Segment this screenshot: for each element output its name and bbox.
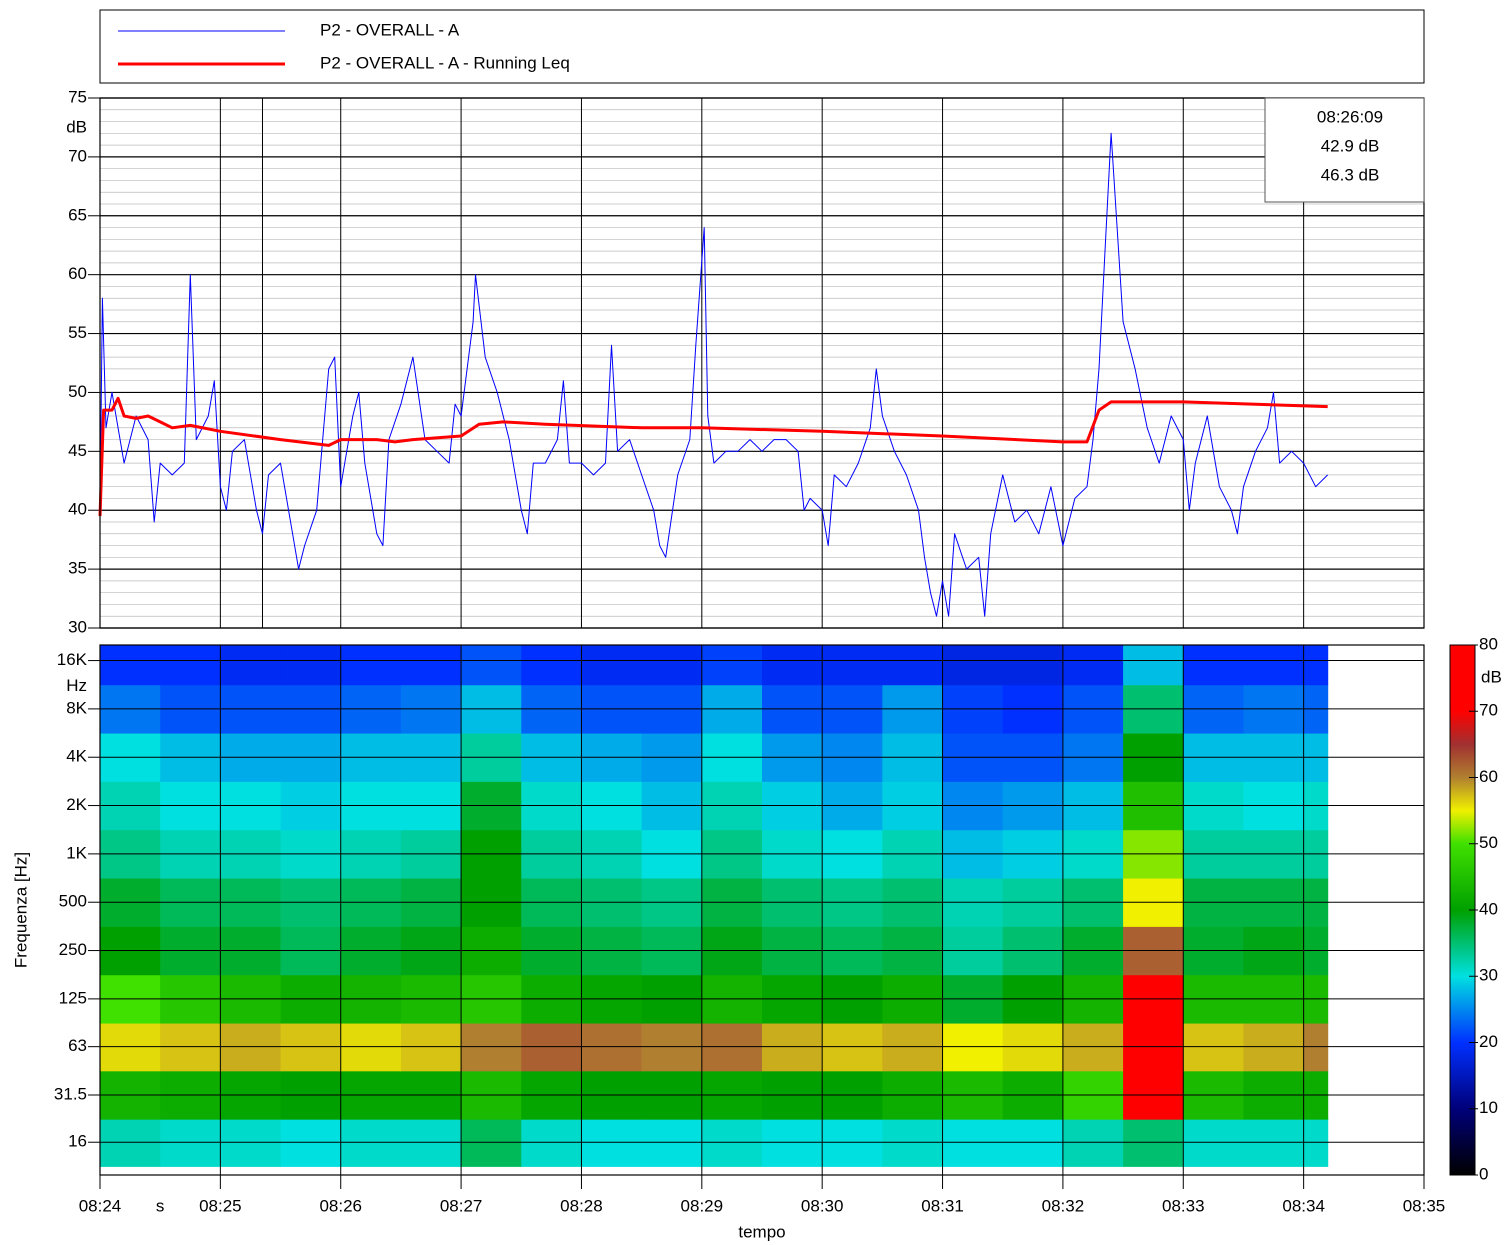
y-tick-label: 8K xyxy=(66,698,87,717)
heatmap-cell xyxy=(160,645,221,685)
x-tick-label: 08:35 xyxy=(1403,1196,1446,1215)
x-axis-label: tempo xyxy=(738,1222,785,1241)
legend-box xyxy=(100,10,1424,83)
x-tick-label: 08:25 xyxy=(199,1196,242,1215)
x-tick-label: 08:24 xyxy=(79,1196,122,1215)
x-tick-label: 08:33 xyxy=(1162,1196,1205,1215)
y-tick-label: 4K xyxy=(66,747,87,766)
y-tick-label: 1K xyxy=(66,843,87,862)
y-tick-label: 16 xyxy=(68,1132,87,1151)
readout-value: 42.9 dB xyxy=(1321,136,1380,155)
heatmap-cell xyxy=(341,645,402,685)
colorbar-label: 0 xyxy=(1479,1164,1488,1183)
colorbar-label: 70 xyxy=(1479,701,1498,720)
heatmap-cell xyxy=(762,645,823,685)
legend-label: P2 - OVERALL - A - Running Leq xyxy=(320,53,570,72)
legend-label: P2 - OVERALL - A xyxy=(320,20,460,39)
heatmap-cell xyxy=(943,645,1004,685)
heatmap-cell xyxy=(1063,645,1124,685)
heatmap-cell xyxy=(100,645,161,685)
y-tick-label: 35 xyxy=(68,559,87,578)
y-tick-label: 50 xyxy=(68,382,87,401)
heatmap-cell xyxy=(281,645,342,685)
x-tick-label: 08:34 xyxy=(1282,1196,1325,1215)
colorbar-label: 30 xyxy=(1479,966,1498,985)
colorbar-label: 50 xyxy=(1479,833,1498,852)
colorbar-label: 60 xyxy=(1479,767,1498,786)
x-tick-label: 08:29 xyxy=(681,1196,724,1215)
heatmap-cell xyxy=(882,645,943,685)
x-tick-label: 08:28 xyxy=(560,1196,603,1215)
y-tick-label: 16K xyxy=(57,650,88,669)
y-tick-label: 125 xyxy=(59,988,87,1007)
heatmap-cell xyxy=(642,645,703,685)
y-tick-label: 45 xyxy=(68,441,87,460)
y-tick-label: 40 xyxy=(68,500,87,519)
y-tick-label: 500 xyxy=(59,892,87,911)
y-axis-label: Frequenza [Hz] xyxy=(11,852,30,968)
y-tick-label: 60 xyxy=(68,264,87,283)
colorbar-label: 40 xyxy=(1479,899,1498,918)
colorbar-label: 10 xyxy=(1479,1098,1498,1117)
x-tick-label: 08:26 xyxy=(319,1196,362,1215)
y-tick-label: 63 xyxy=(68,1036,87,1055)
heatmap-cell xyxy=(581,645,642,685)
colorbar-label: 80 xyxy=(1479,634,1498,653)
y-tick-label: 30 xyxy=(68,617,87,636)
heatmap-cell xyxy=(1183,645,1244,685)
readout-time: 08:26:09 xyxy=(1317,107,1383,126)
y-tick-label: 75 xyxy=(68,87,87,106)
colorbar-unit: dB xyxy=(1481,668,1502,687)
heatmap-cell xyxy=(702,645,763,685)
heatmap-cell xyxy=(521,645,582,685)
plot-area xyxy=(100,98,1424,628)
y-tick-label: 31.5 xyxy=(54,1084,87,1103)
heatmap-cell xyxy=(1243,645,1304,685)
y-tick-label: 250 xyxy=(59,940,87,959)
x-tick-label: 08:30 xyxy=(801,1196,844,1215)
heatmap-cell xyxy=(1123,645,1184,685)
x-tick-label: 08:31 xyxy=(921,1196,964,1215)
heatmap-cell xyxy=(401,645,462,685)
y-tick-label: 2K xyxy=(66,795,87,814)
y-tick-label: 55 xyxy=(68,323,87,342)
readout-value: 46.3 dB xyxy=(1321,165,1380,184)
heatmap-cell xyxy=(220,645,281,685)
x-tick-label: 08:27 xyxy=(440,1196,483,1215)
heatmap-cell xyxy=(1003,645,1064,685)
y-tick-label: 65 xyxy=(68,205,87,224)
heatmap-cell xyxy=(822,645,883,685)
y-unit: Hz xyxy=(66,676,87,695)
heatmap-cell xyxy=(1304,645,1329,685)
x-tick-label: 08:32 xyxy=(1042,1196,1085,1215)
y-unit: dB xyxy=(66,117,87,136)
x-unit: s xyxy=(156,1196,165,1215)
colorbar-label: 20 xyxy=(1479,1032,1498,1051)
heatmap-cell xyxy=(461,645,522,685)
y-tick-label: 70 xyxy=(68,146,87,165)
